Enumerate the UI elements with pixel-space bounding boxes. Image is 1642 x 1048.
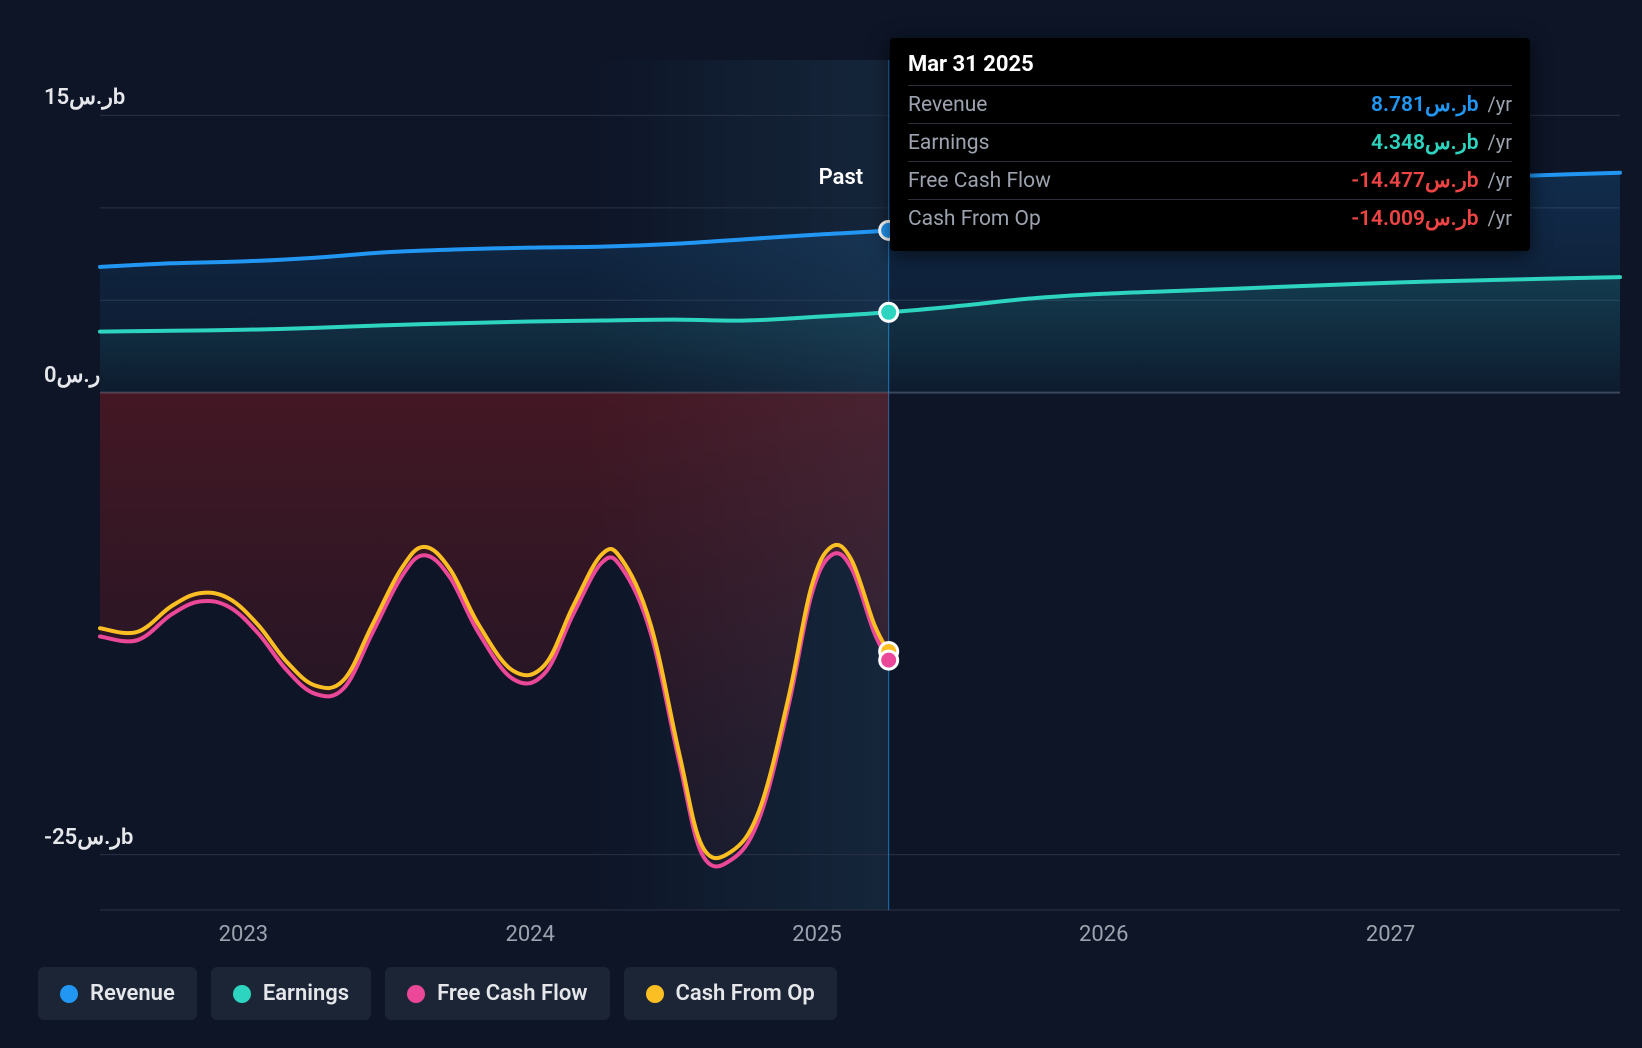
legend-item-free_cash_flow[interactable]: Free Cash Flow <box>385 967 609 1020</box>
financial-chart: 15ر.سb 0ر.س -25ر.سb 2023 2024 2025 2026 … <box>0 0 1642 1048</box>
y-axis-label: -25ر.سb <box>44 825 133 850</box>
tooltip-row: Free Cash Flow -14.477ر.سb /yr <box>908 161 1512 199</box>
legend-item-label: Earnings <box>263 981 349 1006</box>
legend-dot-icon <box>407 985 425 1003</box>
legend-item-label: Free Cash Flow <box>437 981 587 1006</box>
tooltip-title: Mar 31 2025 <box>908 52 1512 77</box>
y-axis-label: 0ر.س <box>44 363 100 388</box>
tooltip-row: Revenue 8.781ر.سb /yr <box>908 85 1512 123</box>
tooltip-row-label: Cash From Op <box>908 207 1041 231</box>
past-section-label: Past <box>819 165 864 190</box>
tooltip-row-label: Earnings <box>908 131 989 155</box>
tooltip-row-value: -14.009ر.سb /yr <box>1351 206 1512 231</box>
legend-dot-icon <box>233 985 251 1003</box>
chart-tooltip: Mar 31 2025 Revenue 8.781ر.سb /yr Earnings… <box>890 38 1530 251</box>
x-axis-label: 2027 <box>1366 922 1415 947</box>
legend-item-cash_from_op[interactable]: Cash From Op <box>624 967 837 1020</box>
x-axis-label: 2023 <box>219 922 268 947</box>
chart-legend: Revenue Earnings Free Cash Flow Cash From O… <box>38 967 837 1020</box>
legend-item-revenue[interactable]: Revenue <box>38 967 197 1020</box>
legend-dot-icon <box>646 985 664 1003</box>
x-axis-label: 2024 <box>505 922 554 947</box>
x-axis-label: 2026 <box>1079 922 1128 947</box>
legend-item-label: Revenue <box>90 981 175 1006</box>
x-axis-label: 2025 <box>792 922 841 947</box>
tooltip-row-label: Revenue <box>908 93 987 117</box>
legend-item-label: Cash From Op <box>676 981 815 1006</box>
tooltip-row: Earnings 4.348ر.سb /yr <box>908 123 1512 161</box>
tooltip-row-value: 4.348ر.سb /yr <box>1371 130 1512 155</box>
legend-dot-icon <box>60 985 78 1003</box>
y-axis-label: 15ر.سb <box>44 85 125 110</box>
tooltip-row-value: 8.781ر.سb /yr <box>1371 92 1512 117</box>
tooltip-row-value: -14.477ر.سb /yr <box>1351 168 1512 193</box>
legend-item-earnings[interactable]: Earnings <box>211 967 371 1020</box>
tooltip-row: Cash From Op -14.009ر.سb /yr <box>908 199 1512 237</box>
tooltip-row-label: Free Cash Flow <box>908 169 1051 193</box>
